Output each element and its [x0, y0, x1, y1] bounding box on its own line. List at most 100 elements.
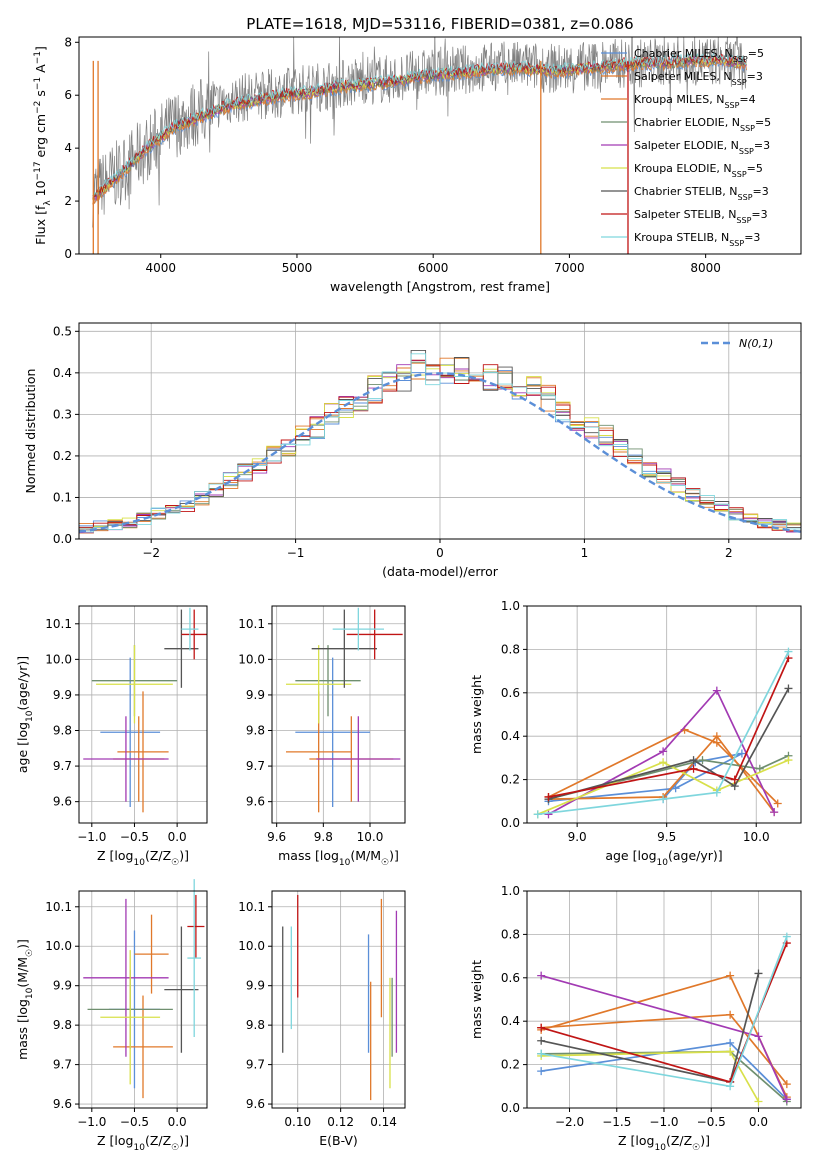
- legend-entry: Kroupa STELIB, NSSP=3: [634, 231, 760, 248]
- error-bar-point: [96, 645, 173, 724]
- x-tick-label: 9.6: [267, 830, 286, 844]
- y-tick-label: 0.0: [53, 532, 72, 546]
- mass-weight-marker: [712, 788, 721, 797]
- y-tick-label: 4: [64, 141, 72, 155]
- error-bar-point: [83, 716, 169, 802]
- x-tick-label: −2: [142, 546, 160, 560]
- x-tick-label: 0.0: [168, 830, 187, 844]
- legend-entry: Salpeter STELIB, NSSP=3: [634, 208, 768, 225]
- y-tick-label: 9.9: [53, 688, 72, 702]
- y-tick-label: 0.2: [501, 773, 520, 787]
- y-tick-label: 9.7: [53, 759, 72, 773]
- error-bar-point: [83, 898, 169, 1057]
- mass-weight-marker: [659, 758, 668, 767]
- mass-weight-marker: [689, 764, 698, 773]
- x-tick-label: −2.0: [555, 1115, 584, 1129]
- mass-weight-marker: [784, 684, 793, 693]
- error-bar-point: [134, 914, 169, 994]
- chart-weight-vs-age: 9.0 9.5 10.0 0.0 0.2 0.4 0.6 0.8 1.0 age [log10(a…: [469, 599, 802, 868]
- y-tick-label: 0.4: [501, 1014, 520, 1028]
- y-tick-label: 9.6: [53, 795, 72, 809]
- axes-frame: [271, 890, 406, 1109]
- y-tick-label: 10.0: [45, 652, 72, 666]
- y-tick-label: 9.6: [246, 1097, 265, 1111]
- mass-weight-marker: [754, 969, 763, 978]
- x-tick-label: 0.10: [284, 1115, 311, 1129]
- error-bar-point: [332, 607, 384, 651]
- x-tick-label: −1.0: [649, 1115, 678, 1129]
- mass-weight-marker: [659, 795, 668, 804]
- mass-weight-marker: [737, 749, 746, 758]
- y-tick-label: 10.0: [238, 652, 265, 666]
- axes-frame: [526, 890, 802, 1109]
- error-bar-point: [311, 609, 377, 688]
- error-bar-point: [113, 995, 173, 1099]
- legend-entry: Chabrier STELIB, NSSP=3: [634, 185, 769, 202]
- error-bar-point: [100, 950, 161, 1085]
- x-tick-label: 4000: [145, 261, 176, 275]
- legend-entry: Kroupa ELODIE, NSSP=5: [634, 162, 763, 179]
- y-tick-label: 6: [64, 88, 72, 102]
- model-spectrum-line: [92, 53, 747, 199]
- x-tick-label: 0.0: [749, 1115, 768, 1129]
- x-tick-label: −1.0: [77, 830, 106, 844]
- mass-weight-marker: [782, 1080, 791, 1089]
- legend-entry: Chabrier ELODIE, NSSP=5: [634, 116, 771, 133]
- legend-entry: Salpeter MILES, NSSP=3: [634, 70, 763, 87]
- error-bar-point: [295, 645, 361, 717]
- y-tick-label: 9.9: [246, 979, 265, 993]
- x-tick-label: 0.0: [168, 1115, 187, 1129]
- error-bar-point: [181, 609, 207, 660]
- mass-weight-marker: [544, 792, 553, 801]
- error-bar-point: [100, 657, 161, 807]
- legend-entry: Chabrier MILES, NSSP=5: [634, 47, 764, 64]
- y-tick-label: 0.0: [501, 816, 520, 830]
- axes-frame: [78, 322, 802, 540]
- y-tick-label: 0.4: [53, 366, 72, 380]
- mass-weight-marker: [671, 784, 680, 793]
- y-axis-label: age [log10(age/yr)]: [15, 656, 35, 773]
- x-tick-label: −0.5: [697, 1115, 726, 1129]
- mass-weight-marker: [773, 799, 782, 808]
- y-tick-label: 0.4: [501, 729, 520, 743]
- mass-weight-line: [537, 651, 790, 816]
- y-tick-label: 8: [64, 35, 72, 49]
- y-tick-label: 0.3: [53, 407, 72, 421]
- chart-mass-vs-Z: −1.0 −0.5 0.0 9.6 9.7 9.8 9.9 10.0 10.1 Z [log10(…: [15, 879, 208, 1153]
- residual-histogram: [78, 353, 801, 539]
- legend-entry: Salpeter ELODIE, NSSP=3: [634, 139, 770, 156]
- x-tick-label: 0.12: [327, 1115, 354, 1129]
- mass-weight-marker: [726, 1010, 735, 1019]
- y-tick-label: 10.1: [238, 617, 265, 631]
- x-axis-label: Z [log10(Z/Z☉)]: [97, 848, 189, 868]
- mass-weight-marker: [754, 1097, 763, 1106]
- error-bar-point: [164, 609, 199, 688]
- x-tick-label: 9.5: [657, 830, 676, 844]
- x-tick-label: −0.5: [120, 830, 149, 844]
- error-bar-point: [295, 657, 370, 807]
- y-axis-label: mass weight: [469, 675, 484, 754]
- plot-area: [286, 607, 403, 813]
- normal-curve: [78, 372, 802, 533]
- y-tick-label: 10.1: [45, 617, 72, 631]
- error-bar-point: [181, 607, 199, 651]
- y-tick-label: 9.6: [246, 795, 265, 809]
- x-tick-label: 0: [436, 546, 444, 560]
- x-tick-label: −1.5: [602, 1115, 631, 1129]
- x-axis-label: E(B-V): [319, 1133, 358, 1148]
- axes-frame: [526, 605, 802, 824]
- axes-frame: [271, 605, 406, 824]
- spectrum-legend: Chabrier MILES, NSSP=5 Salpeter MILES, NS…: [601, 47, 771, 248]
- x-tick-label: 5000: [282, 261, 313, 275]
- axes-frame: [78, 36, 802, 255]
- mass-weight-marker: [533, 810, 542, 819]
- mass-weight-marker: [754, 1032, 763, 1041]
- x-tick-label: 1: [581, 546, 589, 560]
- y-tick-label: 9.7: [246, 1058, 265, 1072]
- mass-weight-marker: [537, 1049, 546, 1058]
- legend-entry: N(0,1): [739, 337, 773, 350]
- axes-frame: [78, 890, 208, 1109]
- y-tick-label: 0.2: [53, 449, 72, 463]
- y-tick-label: 0.6: [501, 686, 520, 700]
- mass-weight-marker: [784, 756, 793, 765]
